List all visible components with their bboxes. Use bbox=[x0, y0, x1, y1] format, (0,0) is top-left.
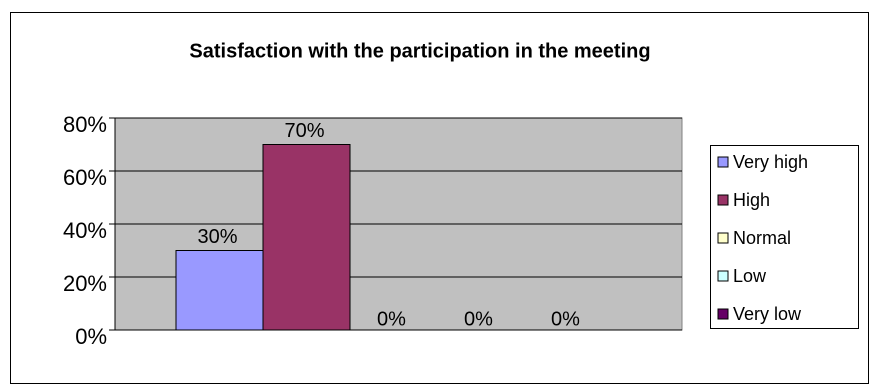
y-tick-label: 0% bbox=[75, 324, 107, 349]
legend-label: High bbox=[733, 190, 770, 210]
data-label: 30% bbox=[197, 226, 237, 248]
legend-swatch bbox=[717, 194, 729, 206]
y-tick-label: 40% bbox=[63, 218, 107, 243]
legend-label: Normal bbox=[733, 228, 791, 248]
bar bbox=[262, 144, 351, 331]
legend-swatch bbox=[717, 232, 729, 244]
y-tick-label: 80% bbox=[63, 112, 107, 137]
data-label: 70% bbox=[284, 120, 324, 142]
legend-label: Very low bbox=[733, 304, 802, 324]
data-label: 0% bbox=[377, 308, 406, 330]
y-tick-label: 60% bbox=[63, 165, 107, 190]
data-label: 0% bbox=[464, 308, 493, 330]
legend-swatch bbox=[717, 308, 729, 320]
y-tick-label: 20% bbox=[63, 271, 107, 296]
data-label: 0% bbox=[551, 308, 580, 330]
chart-title: Satisfaction with the participation in t… bbox=[189, 40, 650, 62]
legend-label: Low bbox=[733, 266, 767, 286]
legend-box bbox=[710, 145, 859, 329]
legend-label: Very high bbox=[733, 152, 808, 172]
bar bbox=[175, 250, 264, 331]
legend-swatch bbox=[717, 156, 729, 168]
legend-swatch bbox=[717, 270, 729, 282]
